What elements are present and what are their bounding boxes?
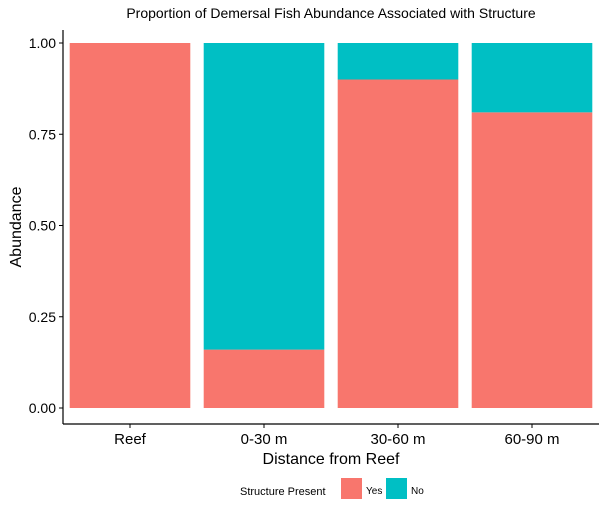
bar-yes-3: [471, 112, 593, 408]
y-tick-label: 1.00: [29, 35, 56, 51]
y-tick-label: 0.75: [29, 126, 56, 142]
bar-no-1: [203, 43, 325, 350]
y-tick-label: 0.00: [29, 400, 56, 416]
bar-yes-1: [203, 349, 325, 408]
legend: Structure Present Yes No: [240, 478, 424, 499]
y-tick-label: 0.50: [29, 218, 56, 234]
legend-key-no: [386, 478, 407, 499]
y-axis-title: Abundance: [8, 186, 25, 267]
bar-no-2: [337, 43, 459, 80]
x-tick-label: Reef: [114, 431, 147, 448]
x-tick-label: 30-60 m: [370, 431, 425, 448]
chart-title: Proportion of Demersal Fish Abundance As…: [126, 5, 536, 21]
legend-label-no: No: [411, 486, 424, 497]
bar-no-3: [471, 43, 593, 113]
bar-yes-0: [69, 43, 191, 408]
y-tick-label: 0.25: [29, 309, 56, 325]
bar-yes-2: [337, 79, 459, 408]
x-tick-label: 0-30 m: [241, 431, 288, 448]
bars-layer: [69, 43, 593, 408]
legend-label-yes: Yes: [366, 486, 382, 497]
x-tick-label: 60-90 m: [504, 431, 559, 448]
y-axis: 0.00 0.25 0.50 0.75 1.00: [29, 35, 63, 416]
legend-title: Structure Present: [240, 486, 326, 498]
x-axis: Reef 0-30 m 30-60 m 60-90 m: [114, 424, 560, 448]
legend-key-yes: [341, 478, 362, 499]
x-axis-title: Distance from Reef: [263, 451, 400, 468]
